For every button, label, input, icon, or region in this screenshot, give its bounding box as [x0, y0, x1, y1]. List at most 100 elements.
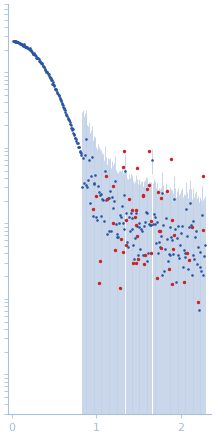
- Point: [61, 104, 65, 111]
- Point: [13, 38, 16, 45]
- Point: [124, 168, 127, 175]
- Point: [26, 44, 29, 51]
- Point: [196, 244, 200, 251]
- Point: [193, 256, 196, 263]
- Point: [49, 74, 52, 81]
- Point: [141, 193, 145, 200]
- Point: [15, 38, 19, 45]
- Point: [143, 218, 146, 225]
- Point: [168, 224, 171, 231]
- Point: [46, 71, 50, 78]
- Point: [188, 200, 192, 207]
- Point: [121, 163, 124, 170]
- Point: [106, 195, 109, 202]
- Point: [118, 212, 122, 218]
- Point: [67, 116, 70, 123]
- Point: [91, 205, 94, 212]
- Point: [81, 155, 85, 162]
- Point: [201, 271, 205, 278]
- Point: [126, 243, 130, 250]
- Point: [48, 74, 51, 81]
- Point: [48, 74, 52, 81]
- Point: [150, 217, 153, 224]
- Point: [178, 242, 182, 249]
- Point: [131, 206, 134, 213]
- Point: [146, 257, 149, 264]
- Point: [178, 255, 181, 262]
- Point: [131, 259, 135, 266]
- Point: [171, 251, 175, 258]
- Point: [139, 245, 142, 252]
- Point: [24, 43, 28, 50]
- Point: [57, 91, 60, 98]
- Point: [137, 224, 140, 231]
- Point: [71, 126, 74, 133]
- Point: [25, 43, 28, 50]
- Point: [63, 107, 67, 114]
- Point: [21, 42, 25, 49]
- Point: [173, 226, 177, 233]
- Point: [82, 179, 86, 186]
- Point: [41, 62, 45, 69]
- Point: [111, 183, 114, 190]
- Point: [135, 164, 139, 171]
- Point: [147, 221, 151, 228]
- Point: [122, 249, 125, 256]
- Point: [184, 253, 187, 260]
- Point: [64, 111, 68, 118]
- Point: [128, 228, 132, 235]
- Point: [17, 39, 21, 46]
- Point: [111, 220, 114, 227]
- Point: [15, 37, 18, 44]
- Point: [65, 112, 69, 119]
- Point: [191, 251, 194, 258]
- Point: [37, 55, 40, 62]
- Point: [38, 57, 41, 64]
- Point: [16, 39, 19, 46]
- Point: [127, 195, 130, 202]
- Point: [107, 228, 110, 235]
- Point: [34, 53, 38, 60]
- Point: [167, 251, 170, 258]
- Point: [50, 76, 53, 83]
- Point: [201, 173, 204, 180]
- Point: [58, 94, 61, 101]
- Point: [157, 188, 160, 195]
- Point: [78, 147, 81, 154]
- Point: [75, 140, 79, 147]
- Point: [80, 151, 83, 158]
- Point: [47, 71, 50, 78]
- Point: [36, 55, 40, 62]
- Point: [105, 230, 109, 237]
- Point: [77, 143, 80, 150]
- Point: [95, 217, 99, 224]
- Point: [45, 68, 49, 75]
- Point: [135, 259, 138, 266]
- Point: [19, 41, 23, 48]
- Point: [36, 55, 39, 62]
- Point: [163, 245, 167, 252]
- Point: [192, 217, 195, 224]
- Point: [159, 233, 162, 240]
- Point: [31, 48, 34, 55]
- Point: [100, 212, 103, 219]
- Point: [134, 221, 138, 228]
- Point: [29, 48, 32, 55]
- Point: [163, 267, 166, 274]
- Point: [122, 192, 125, 199]
- Point: [39, 59, 43, 66]
- Point: [12, 38, 15, 45]
- Point: [143, 260, 146, 267]
- Point: [142, 222, 146, 229]
- Point: [172, 196, 176, 203]
- Point: [26, 45, 30, 52]
- Point: [35, 54, 38, 61]
- Point: [69, 122, 72, 129]
- Point: [13, 37, 17, 44]
- Point: [43, 66, 47, 73]
- Point: [119, 213, 123, 220]
- Point: [187, 257, 191, 264]
- Point: [145, 209, 148, 216]
- Point: [183, 278, 186, 285]
- Point: [18, 39, 21, 46]
